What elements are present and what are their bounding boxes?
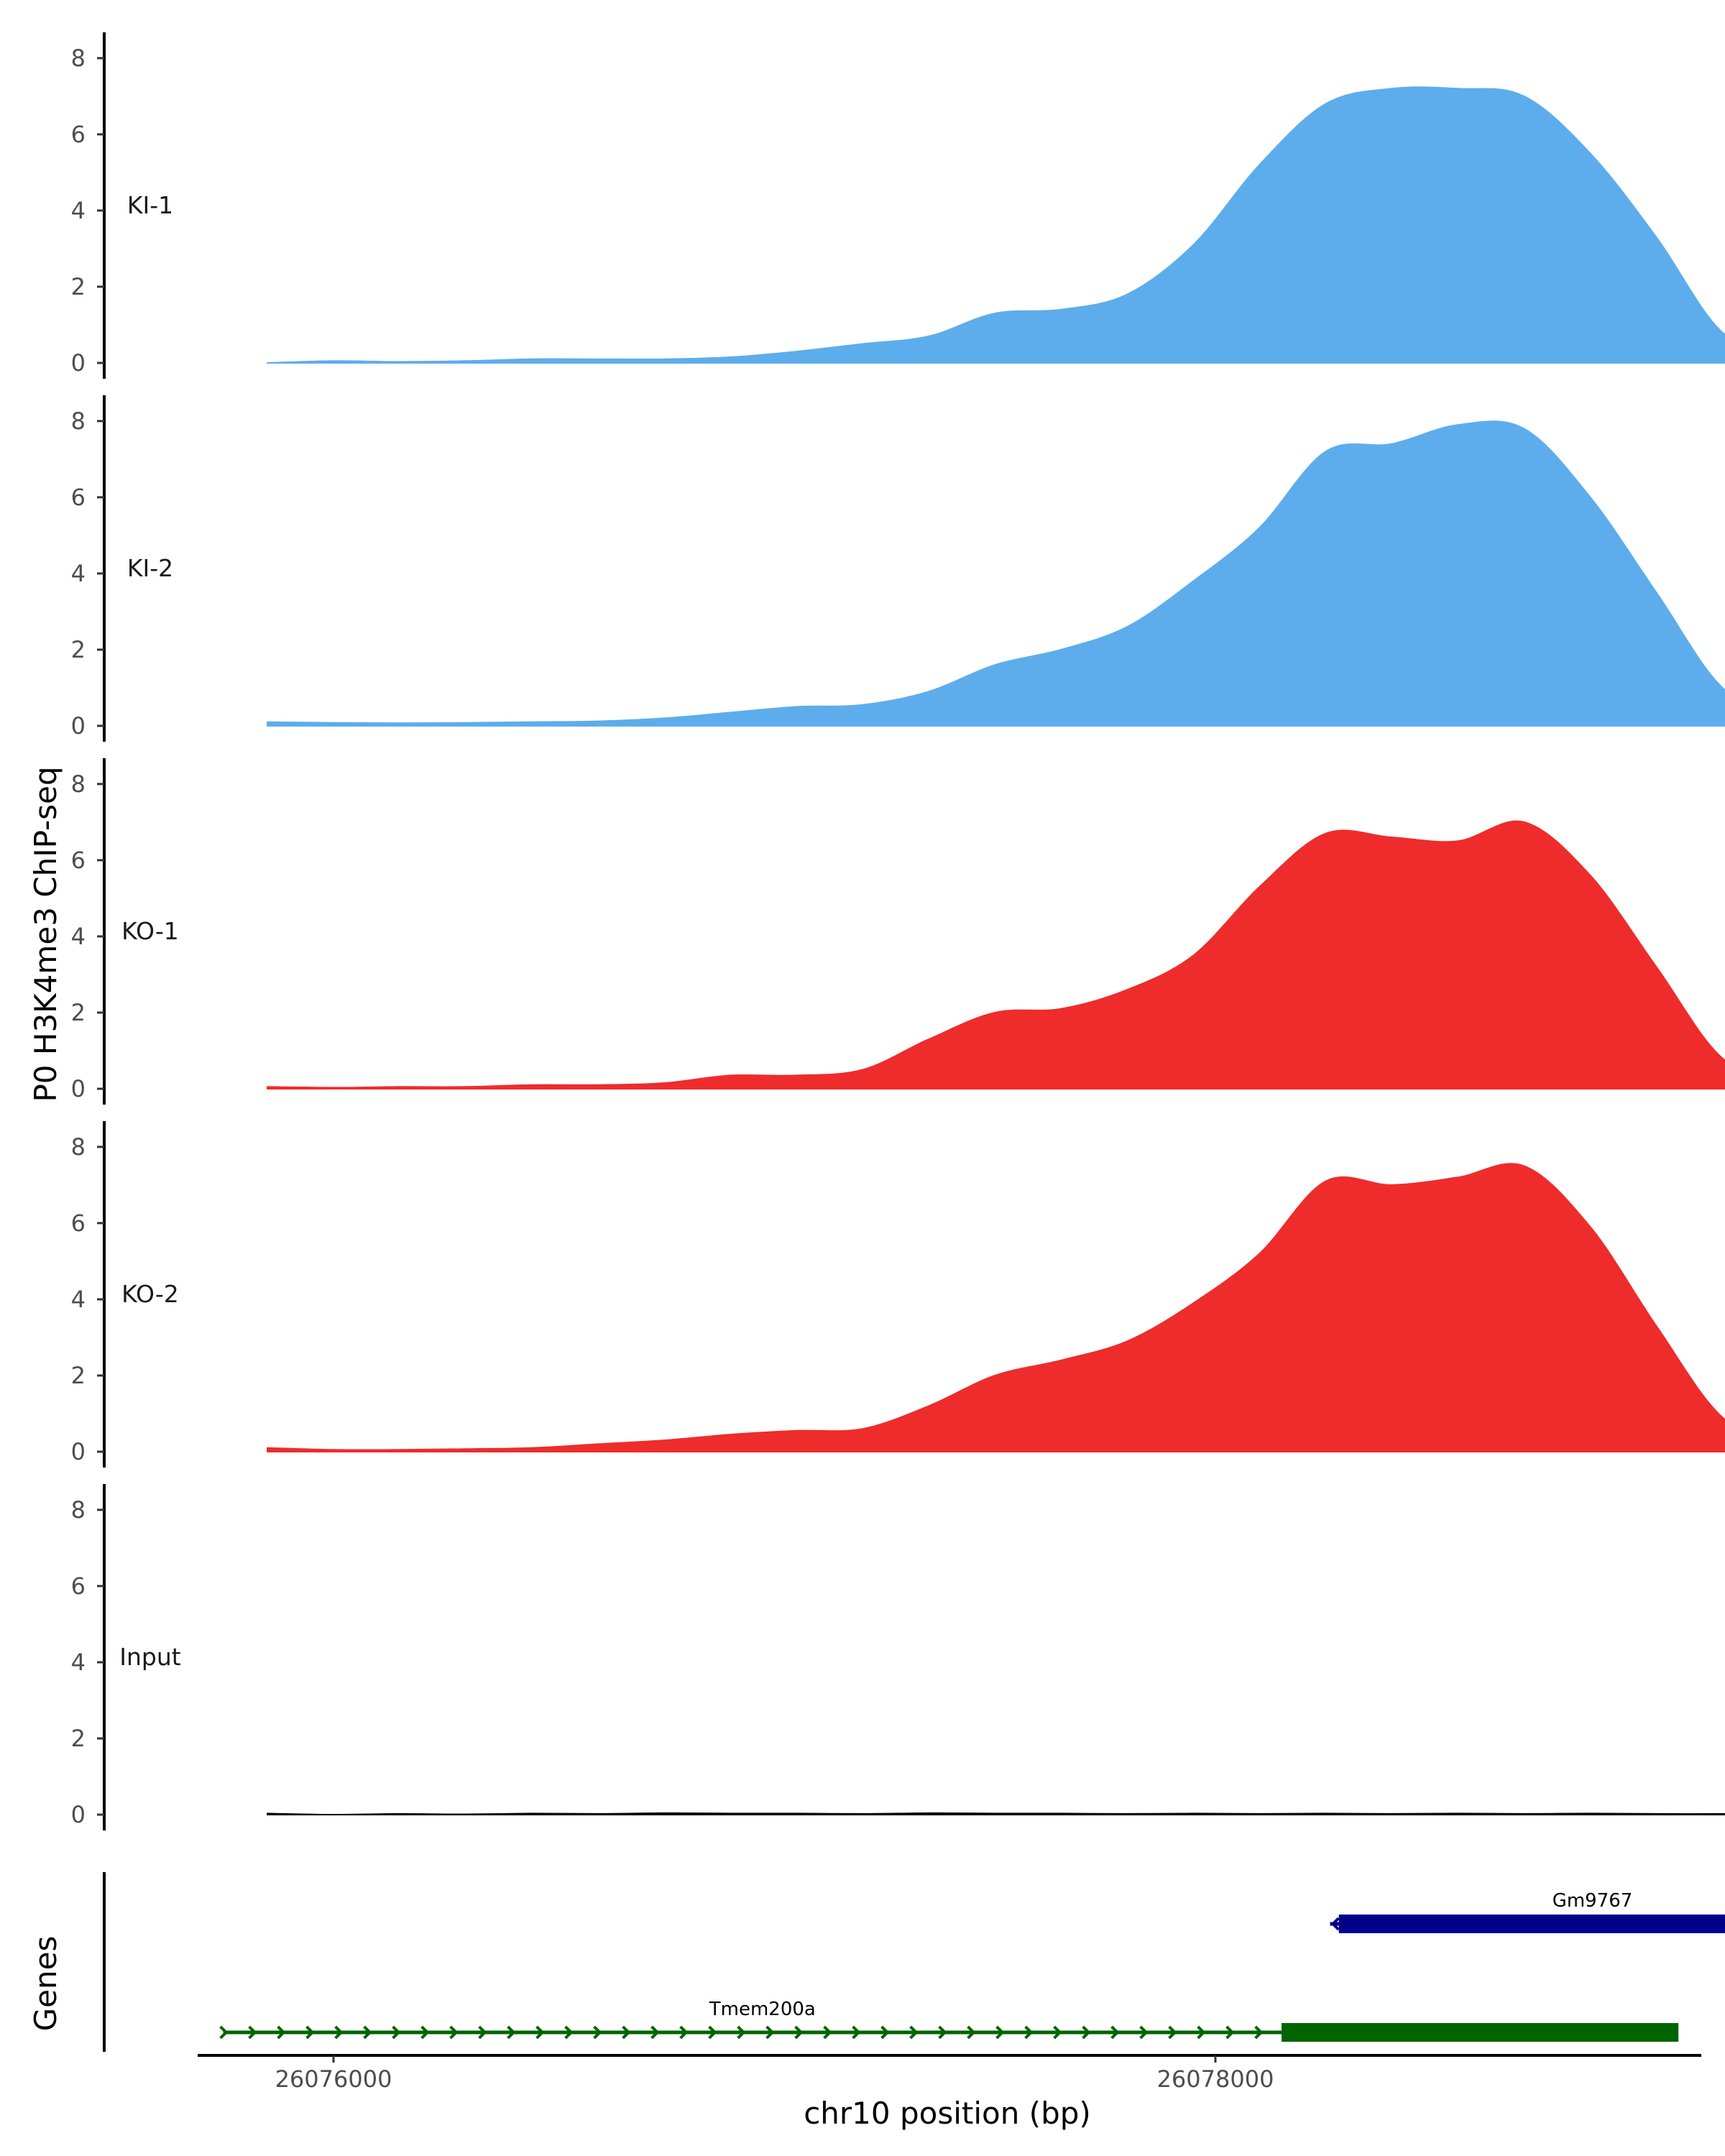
strand-arrow (1082, 2025, 1091, 2040)
y-tick-label: 0 (71, 349, 86, 377)
strand-arrow (535, 2025, 545, 2040)
strand-arrow (995, 2025, 1005, 2040)
y-tick-label: 2 (71, 273, 86, 300)
y-tick-label: 2 (71, 1362, 86, 1389)
y-tick-label: 8 (71, 1133, 86, 1161)
strand-arrow (449, 2025, 459, 2040)
x-axis-title: chr10 position (bp) (804, 2096, 1091, 2131)
strand-arrow (593, 2025, 602, 2040)
strand-arrow (1197, 2025, 1206, 2040)
track-ki-1: 0 2 4 6 8 KI-1 (71, 32, 1725, 379)
x-axis: 26076000260780002608000026082000 (198, 2054, 1701, 2093)
y-tick-label: 2 (71, 1725, 86, 1752)
gene-exon (1282, 2023, 1679, 2042)
strand-arrow (478, 2025, 487, 2040)
strand-arrow (1024, 2025, 1034, 2040)
y-tick-label: 0 (71, 1801, 86, 1828)
y-tick-label: 4 (71, 197, 86, 224)
y-tick-label: 6 (71, 1210, 86, 1237)
strand-arrow (679, 2025, 689, 2040)
x-tick-label: 26076000 (275, 2065, 392, 2093)
gene-label: Gm9767 (1552, 1890, 1633, 1912)
strand-arrow (507, 2025, 516, 2040)
gene-tmem200a: Tmem200a (219, 1999, 1679, 2042)
y-tick-label: 0 (71, 1075, 86, 1102)
signal-area-input (267, 1812, 1725, 1815)
strand-arrow (1225, 2025, 1235, 2040)
y-tick-label: 2 (71, 636, 86, 663)
track-ki-2: 0 2 4 6 8 KI-2 (71, 395, 1725, 742)
strand-arrow (392, 2025, 401, 2040)
strand-arrow (1254, 2025, 1264, 2040)
track-label: KI-1 (127, 191, 173, 219)
signal-tracks: 0 2 4 6 8 KI-1 0 2 4 6 8 KI-2 0 2 4 6 8 KO-1 0 2 4 6 8 KO-2 0 2 4 6… (71, 32, 1725, 1830)
y-tick-label: 4 (71, 560, 86, 587)
y-tick-label: 4 (71, 1649, 86, 1676)
strand-arrow (305, 2025, 315, 2040)
y-tick-label: 8 (71, 45, 86, 72)
x-tick-label: 26078000 (1157, 2065, 1274, 2093)
gene-label: Tmem200a (709, 1999, 816, 2020)
y-axis-title: P0 H3K4me3 ChIP-seq (28, 766, 63, 1102)
strand-arrow (1330, 1917, 1340, 1931)
strand-arrow (880, 2025, 890, 2040)
strand-arrow (1110, 2025, 1120, 2040)
gene-gm9767: Gm9767 (1330, 1890, 1725, 1933)
strand-arrow (823, 2025, 832, 2040)
track-ko-2: 0 2 4 6 8 KO-2 (71, 1121, 1725, 1468)
strand-arrow (765, 2025, 775, 2040)
track-label: Input (119, 1643, 181, 1671)
y-tick-label: 4 (71, 923, 86, 950)
strand-arrow (219, 2025, 229, 2040)
signal-area-ki-1 (267, 86, 1725, 364)
strand-arrow (1053, 2025, 1062, 2040)
strand-arrow (938, 2025, 947, 2040)
signal-area-ki-2 (267, 420, 1725, 727)
strand-arrow (334, 2025, 344, 2040)
y-tick-label: 0 (71, 712, 86, 740)
strand-arrow (794, 2025, 804, 2040)
y-tick-label: 0 (71, 1438, 86, 1465)
strand-arrow (737, 2025, 746, 2040)
strand-arrow (852, 2025, 861, 2040)
signal-area-ko-2 (267, 1163, 1725, 1452)
strand-arrow (1168, 2025, 1177, 2040)
y-tick-label: 6 (71, 121, 86, 148)
genes-panel: Gm9767 Tmem200a (103, 1872, 1725, 2052)
track-label: KO-1 (121, 917, 179, 945)
strand-arrow (650, 2025, 660, 2040)
track-input: 0 2 4 6 8 Input (71, 1484, 1725, 1830)
strand-arrow (622, 2025, 631, 2040)
y-tick-label: 8 (71, 1496, 86, 1524)
strand-arrow (564, 2025, 574, 2040)
signal-area-ko-1 (267, 820, 1725, 1089)
y-tick-label: 6 (71, 1572, 86, 1600)
strand-arrow (1139, 2025, 1149, 2040)
y-tick-label: 6 (71, 847, 86, 874)
y-tick-label: 2 (71, 999, 86, 1026)
track-label: KO-2 (121, 1280, 179, 1308)
strand-arrow (967, 2025, 976, 2040)
strand-arrow (277, 2025, 286, 2040)
strand-arrow (909, 2025, 919, 2040)
strand-arrow (420, 2025, 430, 2040)
track-label: KI-2 (127, 554, 173, 582)
y-tick-label: 6 (71, 484, 86, 511)
strand-arrow (363, 2025, 372, 2040)
y-tick-label: 8 (71, 407, 86, 435)
y-tick-label: 4 (71, 1286, 86, 1313)
y-tick-label: 8 (71, 770, 86, 798)
strand-arrow (708, 2025, 717, 2040)
strand-arrow (248, 2025, 257, 2040)
genes-track-title: Genes (28, 1936, 63, 2032)
track-ko-1: 0 2 4 6 8 KO-1 (71, 758, 1725, 1105)
gene-exon (1338, 1915, 1725, 1933)
